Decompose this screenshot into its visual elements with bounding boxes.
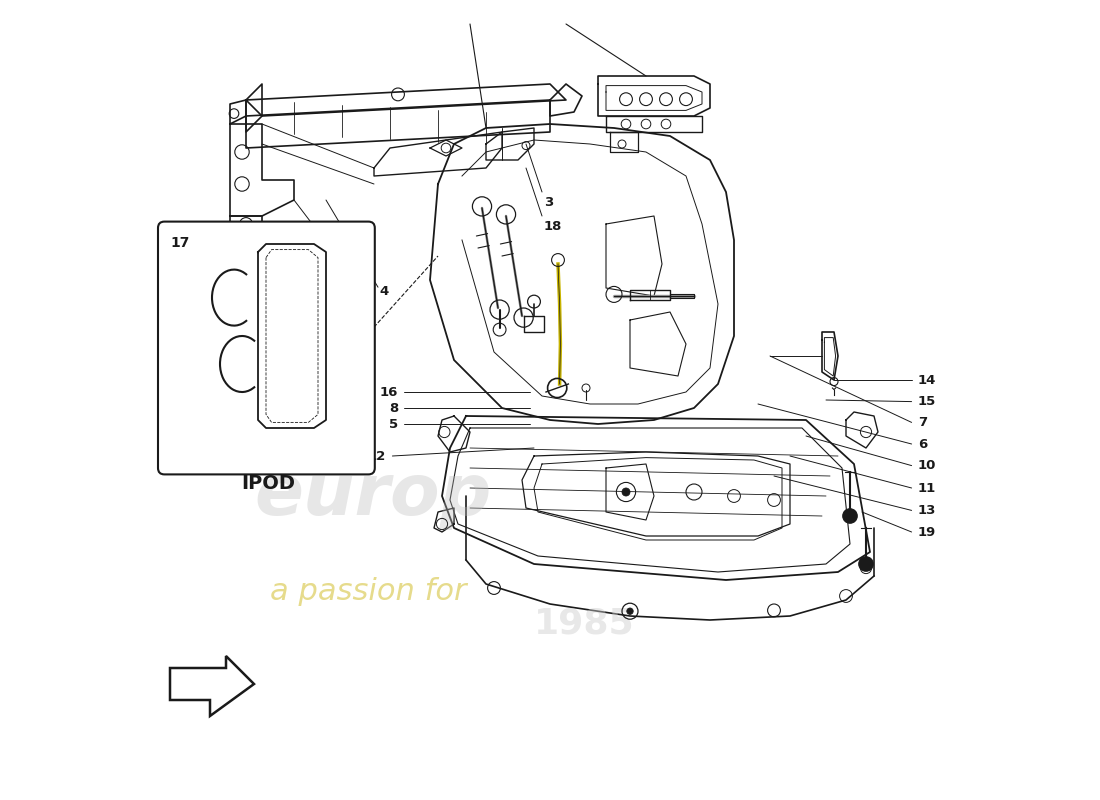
Text: 5: 5: [389, 418, 398, 430]
Polygon shape: [170, 656, 254, 716]
Text: 1985: 1985: [534, 607, 635, 641]
Text: 4: 4: [379, 285, 389, 298]
Text: 12: 12: [367, 450, 386, 462]
Text: 6: 6: [918, 438, 927, 450]
Circle shape: [843, 509, 857, 523]
Text: IPOD: IPOD: [241, 474, 296, 493]
FancyBboxPatch shape: [158, 222, 375, 474]
Text: 3: 3: [543, 196, 553, 209]
Circle shape: [627, 608, 634, 614]
Text: a passion for: a passion for: [270, 578, 466, 606]
Text: 16: 16: [379, 386, 398, 398]
Text: 13: 13: [918, 504, 936, 517]
Text: 1: 1: [352, 282, 361, 294]
Text: 7: 7: [918, 416, 927, 429]
Text: 18: 18: [543, 220, 562, 233]
Circle shape: [207, 422, 213, 429]
Text: 8: 8: [388, 402, 398, 414]
Text: 10: 10: [918, 459, 936, 472]
Text: europ: europ: [254, 462, 492, 530]
Text: 15: 15: [918, 395, 936, 408]
Text: 19: 19: [918, 526, 936, 538]
Circle shape: [621, 488, 630, 496]
Text: 17: 17: [170, 236, 189, 250]
Text: 14: 14: [918, 374, 936, 386]
Circle shape: [188, 404, 196, 412]
Circle shape: [859, 557, 873, 571]
Text: 11: 11: [918, 482, 936, 494]
